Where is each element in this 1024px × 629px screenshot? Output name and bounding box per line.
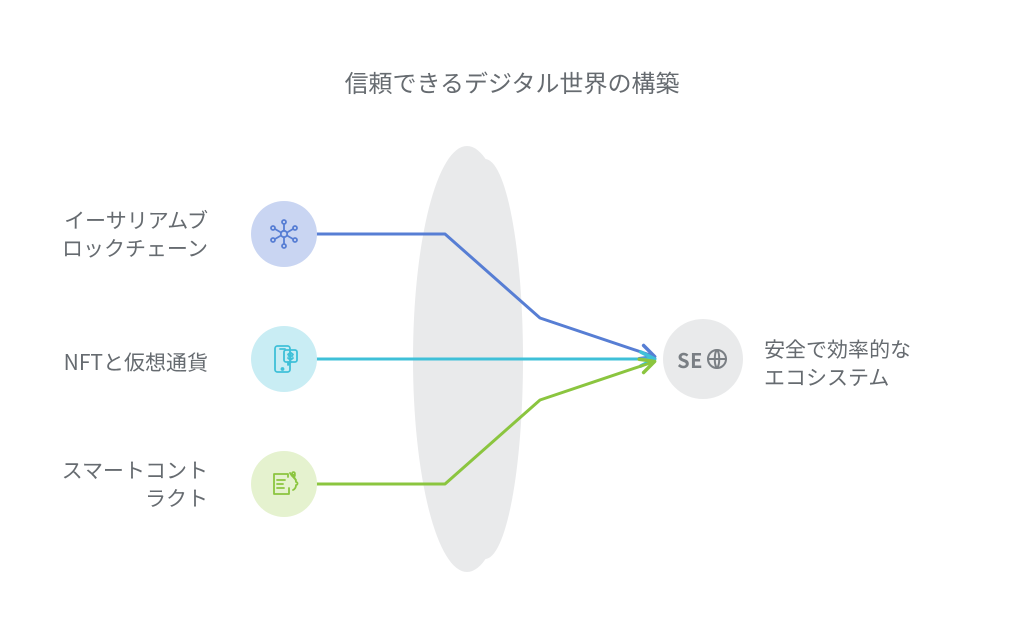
input-label-smartcontract: スマートコントラクト xyxy=(8,456,208,513)
smart-contract-icon xyxy=(251,451,317,517)
output-ecosystem-icon: SE xyxy=(663,319,743,399)
lens-front xyxy=(413,146,521,572)
globe-icon xyxy=(705,347,729,371)
ethereum-icon xyxy=(251,201,317,267)
nft-crypto-icon xyxy=(251,326,317,392)
input-label-ethereum: イーサリアムブロックチェーン xyxy=(8,206,208,263)
input-label-nft: NFTと仮想通貨 xyxy=(8,348,208,376)
output-badge-text: SE xyxy=(677,345,703,374)
output-label: 安全で効率的なエコシステム xyxy=(764,335,911,392)
diagram-title: 信頼できるデジタル世界の構築 xyxy=(0,64,1024,99)
